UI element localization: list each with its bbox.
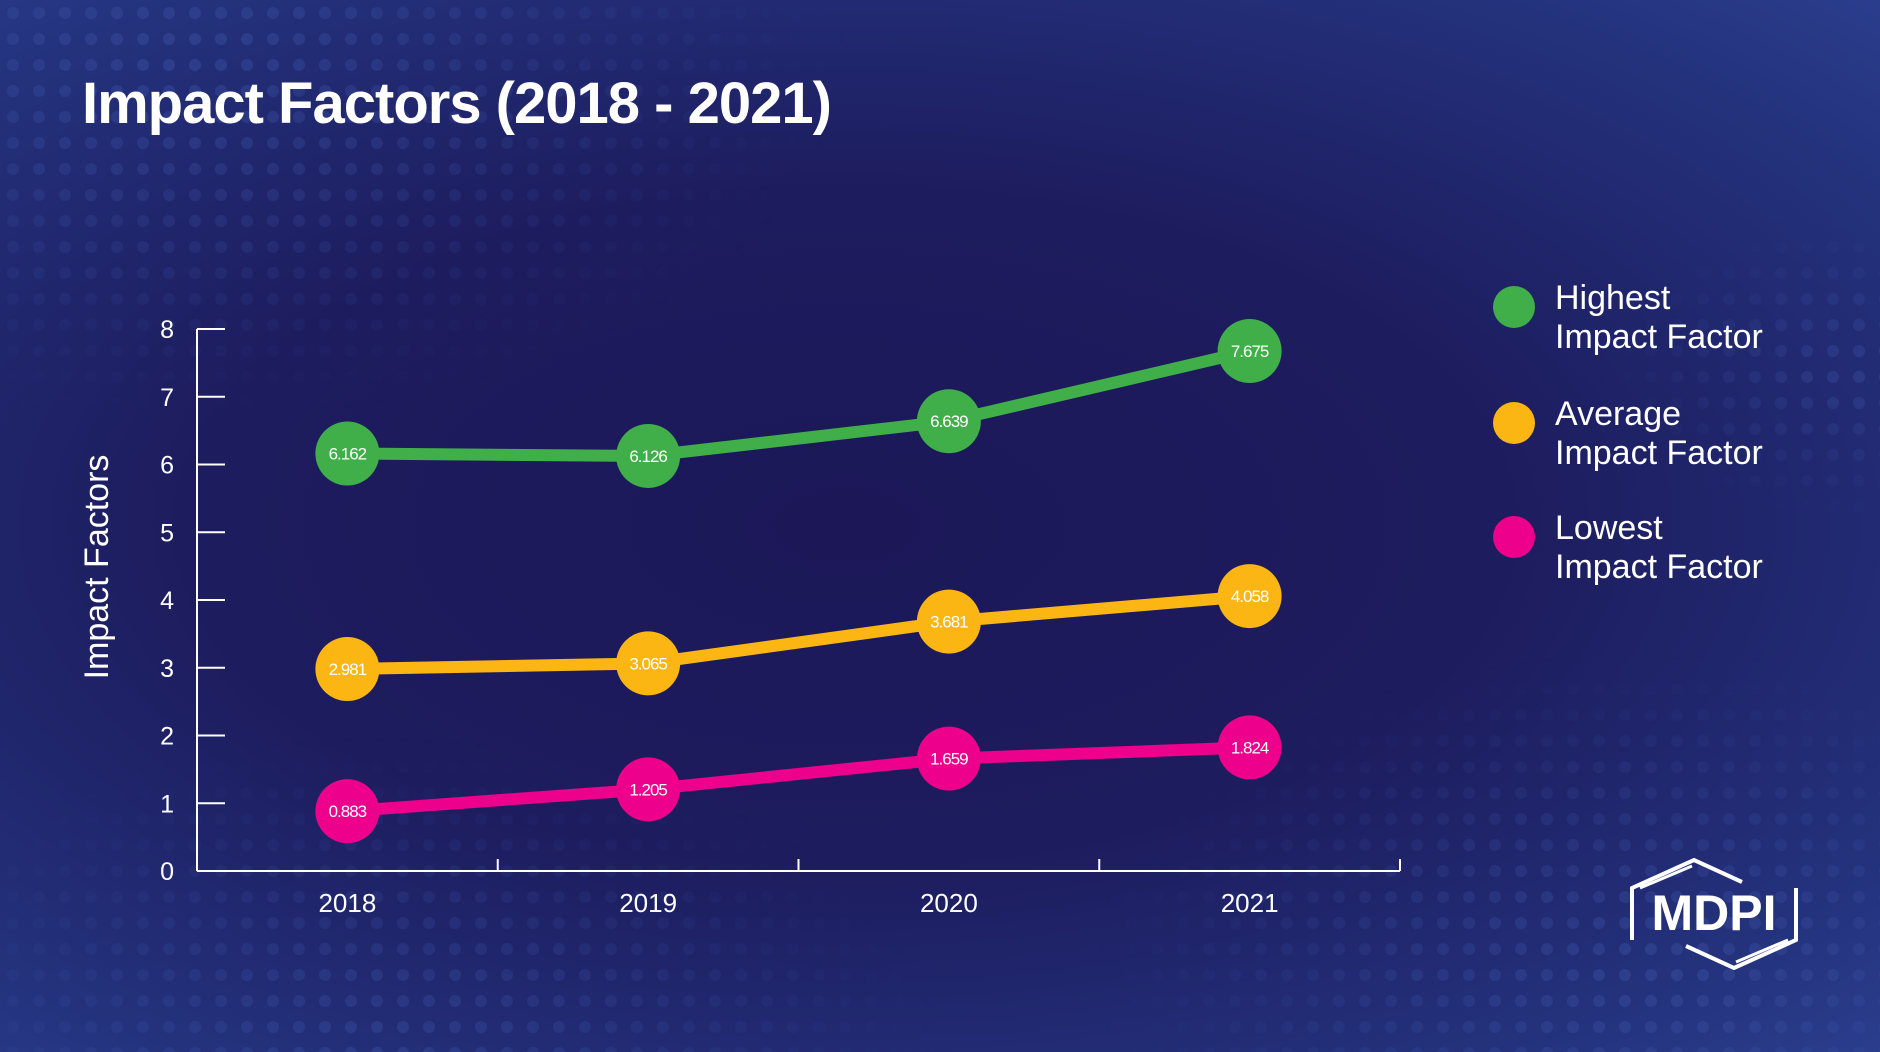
data-label: 0.883	[329, 802, 367, 821]
data-label: 6.126	[629, 447, 667, 466]
y-tick-label: 7	[160, 384, 174, 412]
data-point	[315, 779, 380, 844]
legend-label: Impact Factor	[1555, 548, 1763, 586]
legend-label: Lowest	[1555, 509, 1663, 547]
data-point	[916, 589, 981, 654]
legend-label: Impact Factor	[1555, 434, 1763, 472]
logo-text: MDPI	[1652, 885, 1777, 941]
data-point	[1217, 715, 1282, 780]
mdpi-logo: MDPI	[1630, 858, 1798, 970]
legend-label: Average	[1555, 395, 1682, 433]
y-tick-label: 4	[160, 587, 174, 615]
series-line	[347, 590, 1251, 676]
data-label: 7.675	[1231, 342, 1269, 361]
series-line	[346, 741, 1250, 818]
legend-swatch-lowest	[1493, 516, 1535, 558]
data-label: 6.639	[930, 412, 968, 431]
data-point	[315, 637, 380, 702]
y-tick-label: 3	[160, 655, 174, 683]
data-point	[916, 389, 981, 454]
y-tick-label: 6	[160, 452, 174, 480]
data-label: 3.065	[629, 654, 667, 673]
series-line	[347, 345, 1251, 462]
y-tick-label: 5	[160, 519, 174, 547]
data-point	[1217, 319, 1282, 384]
legend-swatch-average	[1493, 402, 1535, 444]
legend-swatch-highest	[1493, 286, 1535, 328]
x-tick-label: 2021	[1221, 888, 1279, 918]
data-label: 6.162	[329, 445, 367, 464]
data-label: 1.824	[1231, 738, 1269, 757]
data-label: 4.058	[1231, 587, 1269, 606]
data-label: 3.681	[930, 613, 968, 632]
data-point	[616, 757, 681, 822]
legend-label: Impact Factor	[1555, 318, 1763, 356]
chart-title: Impact Factors (2018 - 2021)	[82, 71, 832, 136]
data-label: 1.205	[629, 780, 667, 799]
y-tick-label: 1	[160, 790, 174, 818]
x-tick-label: 2019	[619, 888, 677, 918]
y-tick-label: 0	[160, 858, 174, 886]
data-point	[916, 726, 981, 791]
data-point	[616, 631, 681, 696]
data-point	[315, 421, 380, 486]
y-axis-label: Impact Factors	[78, 455, 116, 680]
y-tick-label: 8	[160, 316, 174, 344]
legend-label: Highest	[1555, 279, 1671, 317]
data-point	[616, 423, 681, 488]
x-tick-label: 2020	[920, 888, 978, 918]
data-label: 2.981	[329, 660, 367, 679]
x-tick-label: 2018	[318, 888, 376, 918]
data-point	[1217, 564, 1282, 629]
data-label: 1.659	[930, 750, 968, 769]
y-tick-label: 2	[160, 723, 174, 751]
